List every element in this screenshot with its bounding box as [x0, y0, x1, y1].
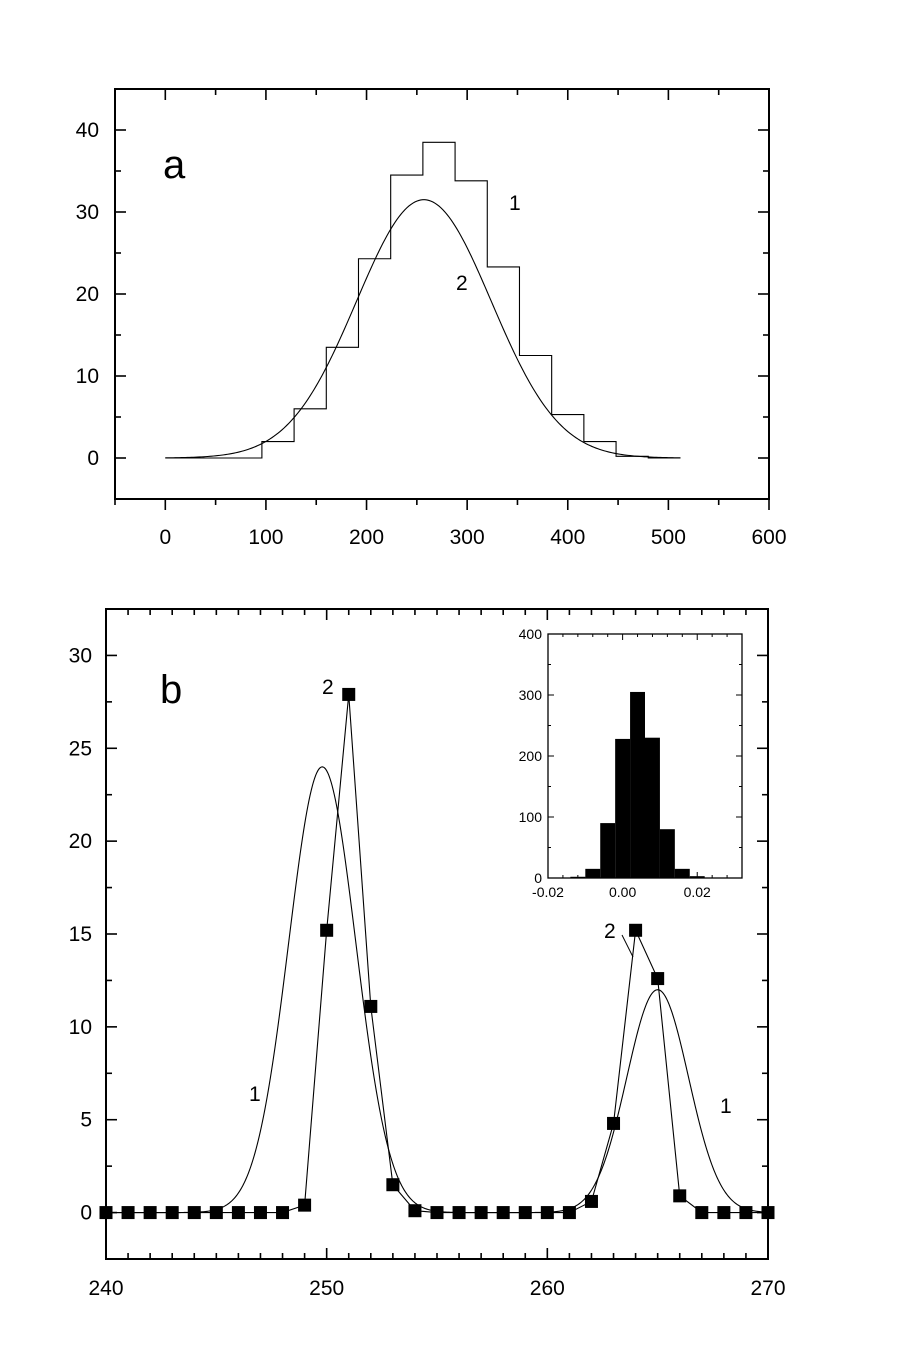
series-2-marker: [651, 972, 665, 986]
series-2-marker: [276, 1206, 290, 1220]
series-2-marker: [165, 1206, 179, 1220]
inset-bar: [659, 829, 675, 878]
inset-bar: [615, 738, 631, 878]
y-tick-label: 10: [69, 1016, 92, 1039]
series-2-gaussian-curve: [165, 199, 681, 459]
series-2-marker: [364, 999, 378, 1013]
x-tick-label: 240: [88, 1277, 123, 1300]
series-2-marker: [430, 1206, 444, 1220]
x-tick-label: 260: [530, 1277, 565, 1300]
y-tick-label: 10: [76, 365, 99, 388]
series-2-marker: [518, 1206, 532, 1220]
series-2-marker: [143, 1206, 157, 1220]
inset-x-tick-label: -0.02: [532, 884, 564, 900]
panel-b-label: b: [160, 668, 182, 712]
series-2-marker: [584, 1194, 598, 1208]
inset-y-tick-label: 400: [519, 626, 543, 642]
series-2-marker: [496, 1206, 510, 1220]
y-tick-label: 30: [76, 201, 99, 224]
inset-bar: [645, 737, 660, 878]
panel-a-frame: [114, 88, 770, 500]
y-tick-label: 0: [80, 1202, 92, 1225]
series-2-marker: [452, 1206, 466, 1220]
series-2-marker: [209, 1206, 223, 1220]
series-2-marker: [562, 1206, 576, 1220]
series-2-marker: [540, 1206, 554, 1220]
x-tick-label: 400: [550, 526, 585, 549]
x-tick-label: 500: [651, 526, 686, 549]
x-tick-label: 250: [309, 1277, 344, 1300]
y-tick-label: 40: [76, 119, 99, 142]
series-1-label: 1: [509, 192, 521, 215]
series-1-label-peak-1: 1: [249, 1083, 261, 1106]
inset-y-tick-label: 300: [519, 687, 543, 703]
series-2-marker: [121, 1206, 135, 1220]
series-2-marker: [474, 1206, 488, 1220]
x-tick-label: 600: [751, 526, 786, 549]
inset-bar: [585, 868, 601, 878]
y-tick-label: 15: [69, 923, 92, 946]
series-2-marker: [629, 923, 643, 937]
inset-x-tick-label: 0.00: [609, 884, 636, 900]
y-tick-label: 5: [80, 1109, 92, 1132]
series-2-marker: [695, 1206, 709, 1220]
series-2-label: 2: [456, 272, 468, 295]
panel-b-chart: 0 5 10 15 20 25 30 240 250 260 270 b 2 2 1 1: [69, 608, 786, 1300]
inset-y-tick-label: 100: [519, 809, 543, 825]
series-2-label-peak-2: 2: [604, 920, 616, 943]
y-tick-label: 20: [69, 830, 92, 853]
inset-x-tick-label: 0.02: [684, 884, 711, 900]
series-2-marker: [408, 1204, 422, 1218]
y-tick-label: 20: [76, 283, 99, 306]
series-2-marker: [739, 1206, 753, 1220]
series-2-marker: [673, 1189, 687, 1203]
y-tick-label: 0: [87, 447, 99, 470]
series-2-marker: [607, 1116, 621, 1130]
x-tick-label: 200: [349, 526, 384, 549]
x-tick-label: 0: [159, 526, 171, 549]
series-2-marker: [99, 1206, 113, 1220]
series-2-label-leader: [621, 934, 634, 958]
y-tick-label: 30: [69, 644, 92, 667]
series-2-marker: [231, 1206, 245, 1220]
panel-b-inset-histogram: 0 100 200 300 400 -0.02 0.00 0.02: [519, 626, 743, 900]
series-2-marker: [298, 1198, 312, 1212]
inset-bar: [674, 868, 690, 878]
series-2-marker: [187, 1206, 201, 1220]
inset-y-tick-label: 0: [534, 870, 542, 886]
series-2-marker: [320, 923, 334, 937]
panel-a-label: a: [163, 143, 186, 187]
x-tick-label: 270: [750, 1277, 785, 1300]
series-1-label-peak-2: 1: [720, 1095, 732, 1118]
series-2-marker: [342, 687, 356, 701]
series-2-label-peak-1: 2: [322, 676, 334, 699]
series-2-marker: [761, 1206, 775, 1220]
series-2-marker: [717, 1206, 731, 1220]
inset-bar: [630, 691, 645, 878]
x-tick-label: 300: [450, 526, 485, 549]
series-2-marker: [386, 1178, 400, 1192]
series-1-histogram-steps: [165, 141, 681, 459]
y-tick-label: 25: [69, 737, 92, 760]
inset-y-tick-label: 200: [519, 748, 543, 764]
series-2-marker: [253, 1206, 267, 1220]
inset-bar: [600, 823, 616, 878]
x-tick-label: 100: [248, 526, 283, 549]
